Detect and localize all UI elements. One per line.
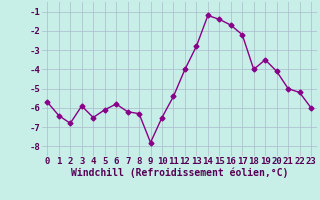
X-axis label: Windchill (Refroidissement éolien,°C): Windchill (Refroidissement éolien,°C) [70, 168, 288, 178]
